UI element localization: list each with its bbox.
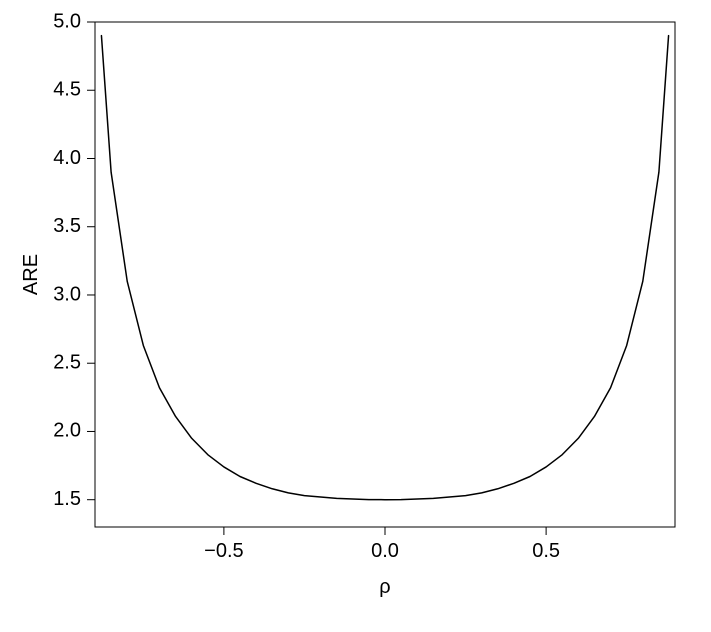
y-tick-label: 3.0: [53, 283, 81, 305]
x-tick-label: −0.5: [204, 540, 243, 562]
y-tick-label: 5.0: [53, 10, 81, 32]
are-chart: −0.5 0.0 0.5 ρ 1.5 2.0 2.5 3.0 3.5 4.0 4.5 5.0 ARE: [0, 0, 711, 632]
x-axis-label: ρ: [379, 576, 390, 598]
y-tick-label: 3.5: [53, 215, 81, 237]
y-tick-label: 2.0: [53, 420, 81, 442]
y-axis-label: ARE: [20, 254, 42, 295]
plot-frame: [95, 22, 675, 527]
y-tick-label: 4.5: [53, 79, 81, 101]
x-tick-label: 0.5: [532, 540, 560, 562]
y-tick-label: 1.5: [53, 488, 81, 510]
x-tick-label: 0.0: [371, 540, 399, 562]
chart-svg: −0.5 0.0 0.5 ρ 1.5 2.0 2.5 3.0 3.5 4.0 4.5 5.0 ARE: [0, 0, 711, 632]
y-tick-label: 4.0: [53, 147, 81, 169]
are-curve: [101, 36, 668, 500]
y-tick-label: 2.5: [53, 351, 81, 373]
